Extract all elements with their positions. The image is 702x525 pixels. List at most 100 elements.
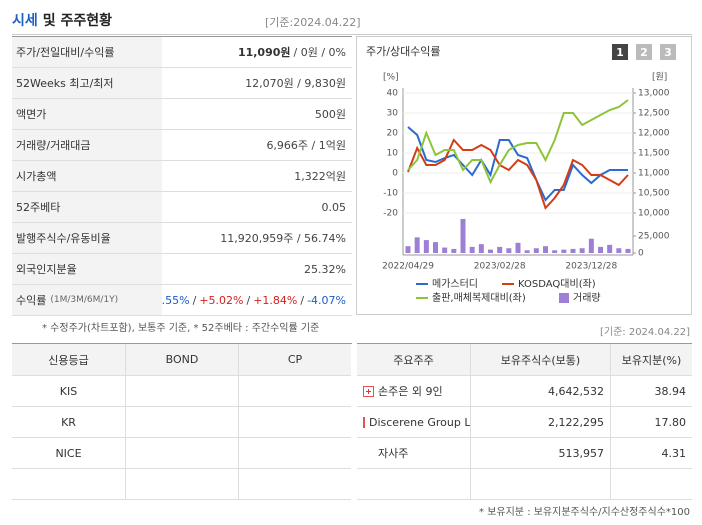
cell bbox=[125, 469, 238, 500]
header-date: [기준:2024.04.22] bbox=[265, 16, 361, 29]
value-bold: 11,090원 bbox=[237, 46, 291, 59]
holder-pct: 38.94 bbox=[654, 384, 687, 398]
header-rule bbox=[12, 34, 692, 35]
column-header: BOND bbox=[165, 353, 199, 366]
agency: KR bbox=[61, 415, 76, 429]
label: 거래량/거래대금 bbox=[16, 139, 91, 152]
holder-pct: 17.80 bbox=[654, 415, 687, 429]
holder-name: 손주은 외 9인 bbox=[378, 385, 443, 398]
value: 6,966주 / 1억원 bbox=[266, 139, 346, 152]
table-top bbox=[357, 343, 692, 344]
row-value: 6,966주 / 1억원 bbox=[162, 130, 352, 161]
cell bbox=[12, 469, 125, 500]
table-top bbox=[12, 36, 352, 37]
column-header: 보유주식수(보통) bbox=[500, 353, 581, 367]
value: / 0원 / 0% bbox=[293, 46, 346, 59]
holder-shares: 4,642,532 bbox=[548, 384, 604, 398]
row-label: 주가/전일대비/수익률 bbox=[12, 37, 162, 68]
cell bbox=[238, 376, 351, 407]
cell: Discerene Group LP … bbox=[357, 407, 470, 438]
row-label: 거래량/거래대금 bbox=[12, 130, 162, 161]
cell bbox=[470, 469, 610, 500]
label: 발행주식수/유동비율 bbox=[16, 232, 111, 245]
row-label: 발행주식수/유동비율 bbox=[12, 223, 162, 254]
header: 시세 및 주주현황 bbox=[12, 10, 112, 30]
header-cell: 주요주주 bbox=[357, 344, 470, 376]
holder-note: * 보유지분 : 보유지분주식수/지수산정주식수*100 bbox=[479, 507, 690, 518]
quote-note: * 수정주가(차트포함), 보통주 기준, * 52주베타 : 주간수익률 기준 bbox=[42, 323, 320, 334]
return: +1.84% bbox=[253, 293, 298, 307]
holder-name: Discerene Group LP … bbox=[369, 415, 470, 429]
value: 11,920,959주 / 56.74% bbox=[220, 232, 346, 245]
cell bbox=[357, 469, 470, 500]
holder-shares: 2,122,295 bbox=[548, 415, 604, 429]
value: 25.32% bbox=[304, 262, 346, 276]
cell bbox=[238, 438, 351, 469]
value: 12,070원 / 9,830원 bbox=[245, 77, 346, 90]
row-label: 52Weeks 최고/최저 bbox=[12, 68, 162, 99]
header-cell: BOND bbox=[125, 344, 238, 376]
row-value: 12,070원 / 9,830원 bbox=[162, 68, 352, 99]
header-title-rest: 및 주주현황 bbox=[42, 13, 113, 29]
cell bbox=[125, 407, 238, 438]
row-value: 500원 bbox=[162, 99, 352, 130]
label: 52주베타 bbox=[16, 201, 61, 214]
cell bbox=[238, 407, 351, 438]
label: 52Weeks 최고/최저 bbox=[16, 77, 114, 90]
row-label: 시가총액 bbox=[12, 161, 162, 192]
header-cell: 보유주식수(보통) bbox=[470, 344, 610, 376]
row-label: 수익률 (1M/3M/6M/1Y) bbox=[12, 285, 162, 316]
cell: 자사주 bbox=[357, 438, 470, 469]
column-header: 보유지분(%) bbox=[621, 353, 682, 367]
row-value: 1,322억원 bbox=[162, 161, 352, 192]
label: 주가/전일대비/수익률 bbox=[16, 46, 115, 59]
separator: / bbox=[300, 293, 305, 307]
label: 수익률 bbox=[16, 294, 47, 307]
header-cell: 신용등급 bbox=[12, 344, 125, 376]
label: 액면가 bbox=[16, 108, 47, 121]
cell: 손주은 외 9인 bbox=[357, 376, 470, 407]
cell: NICE bbox=[12, 438, 125, 469]
header-cell: 보유지분(%) bbox=[610, 344, 692, 376]
return: +5.02% bbox=[199, 293, 244, 307]
cell: 4,642,532 bbox=[470, 376, 610, 407]
cell: 4.31 bbox=[610, 438, 692, 469]
cell: 2,122,295 bbox=[470, 407, 610, 438]
value: 0.05 bbox=[321, 200, 347, 214]
column-header: 주요주주 bbox=[393, 353, 434, 367]
row-value: 0.05 bbox=[162, 192, 352, 223]
header-cell: CP bbox=[238, 344, 351, 376]
row-label: 52주베타 bbox=[12, 192, 162, 223]
chart-panel bbox=[356, 36, 692, 315]
column-header: 신용등급 bbox=[48, 353, 89, 367]
cell: 17.80 bbox=[610, 407, 692, 438]
expand-button[interactable] bbox=[363, 385, 374, 397]
agency: NICE bbox=[55, 446, 82, 460]
label-sub: (1M/3M/6M/1Y) bbox=[50, 295, 119, 305]
separator: / bbox=[192, 293, 197, 307]
cell bbox=[610, 469, 692, 500]
separator: / bbox=[246, 293, 251, 307]
row-value: 11,920,959주 / 56.74% bbox=[162, 223, 352, 254]
cell: 38.94 bbox=[610, 376, 692, 407]
row-value: 11,090원/ 0원 / 0% bbox=[162, 37, 352, 68]
header-title: 시세 bbox=[12, 13, 38, 29]
label: 시가총액 bbox=[16, 170, 57, 183]
row-label: 외국인지분율 bbox=[12, 254, 162, 285]
label: 외국인지분율 bbox=[16, 263, 77, 276]
holder-pct: 4.31 bbox=[661, 446, 687, 460]
cell bbox=[125, 438, 238, 469]
row-value: 25.32% bbox=[162, 254, 352, 285]
return: -4.07% bbox=[307, 293, 346, 307]
cell: KR bbox=[12, 407, 125, 438]
value: 500원 bbox=[314, 108, 346, 121]
cell bbox=[125, 376, 238, 407]
cell: 513,957 bbox=[470, 438, 610, 469]
column-header: CP bbox=[287, 353, 303, 366]
return: -2.55% bbox=[162, 293, 190, 307]
cell: KIS bbox=[12, 376, 125, 407]
expand-button[interactable] bbox=[363, 416, 365, 428]
row-label: 액면가 bbox=[12, 99, 162, 130]
table-top bbox=[12, 343, 352, 344]
agency: KIS bbox=[59, 384, 78, 398]
